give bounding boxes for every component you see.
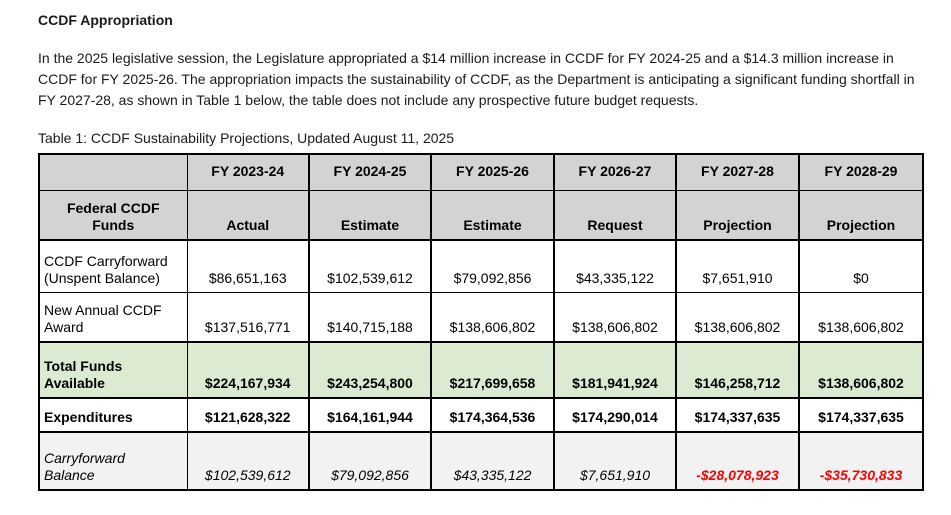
header-request: Request (553, 189, 677, 241)
ccdf-sustainability-table: FY 2023-24 FY 2024-25 FY 2025-26 FY 2026… (38, 153, 924, 491)
value-cell: $138,606,802 (798, 341, 924, 399)
value-cell: $102,539,612 (186, 431, 310, 491)
value-cell: $7,651,910 (675, 239, 800, 293)
row-label: CCDF Carryforward (Unspent Balance) (38, 239, 188, 293)
row-header-federal-ccdf-funds: Federal CCDF Funds (38, 189, 188, 241)
value-cell: $0 (798, 239, 924, 293)
value-cell: $138,606,802 (675, 291, 800, 343)
header-fy-2027-28: FY 2027-28 (675, 153, 800, 191)
header-estimate-2: Estimate (430, 189, 555, 241)
value-cell: $174,290,014 (553, 397, 677, 433)
row-expenditures: Expenditures $121,628,322 $164,161,944 $… (38, 397, 924, 433)
value-cell: $174,364,536 (430, 397, 555, 433)
value-cell: $138,606,802 (430, 291, 555, 343)
value-cell: $138,606,802 (553, 291, 677, 343)
row-label: New Annual CCDF Award (38, 291, 188, 343)
intro-paragraph: In the 2025 legislative session, the Leg… (38, 50, 915, 108)
row-new-annual-ccdf-award: New Annual CCDF Award $137,516,771 $140,… (38, 291, 924, 343)
value-cell: $7,651,910 (553, 431, 677, 491)
value-cell: $102,539,612 (308, 239, 432, 293)
document-page: CCDF Appropriation In the 2025 legislati… (38, 12, 924, 491)
value-cell: $217,699,658 (430, 341, 555, 399)
row-carryforward-balance: Carryforward Balance $102,539,612 $79,09… (38, 431, 924, 491)
value-cell: $224,167,934 (186, 341, 310, 399)
header-row-fiscal-years: FY 2023-24 FY 2024-25 FY 2025-26 FY 2026… (38, 153, 924, 191)
header-fy-2025-26: FY 2025-26 (430, 153, 555, 191)
value-cell: $243,254,800 (308, 341, 432, 399)
negative-value-cell: -$28,078,923 (675, 431, 800, 491)
row-ccdf-carryforward: CCDF Carryforward (Unspent Balance) $86,… (38, 239, 924, 293)
value-cell: $140,715,188 (308, 291, 432, 343)
header-fy-2028-29: FY 2028-29 (798, 153, 924, 191)
header-row-value-types: Federal CCDF Funds Actual Estimate Estim… (38, 189, 924, 241)
header-projection-1: Projection (675, 189, 800, 241)
value-cell: $137,516,771 (186, 291, 310, 343)
row-label: Total Funds Available (38, 341, 188, 399)
value-cell: $43,335,122 (430, 431, 555, 491)
header-projection-2: Projection (798, 189, 924, 241)
value-cell: $79,092,856 (430, 239, 555, 293)
header-fy-2026-27: FY 2026-27 (553, 153, 677, 191)
row-label: Carryforward Balance (38, 431, 188, 491)
header-actual: Actual (186, 189, 310, 241)
negative-value-cell: -$35,730,833 (798, 431, 924, 491)
value-cell: $181,941,924 (553, 341, 677, 399)
header-empty-cell (38, 153, 188, 191)
value-cell: $138,606,802 (798, 291, 924, 343)
value-cell: $79,092,856 (308, 431, 432, 491)
page-title: CCDF Appropriation (38, 12, 173, 28)
value-cell: $121,628,322 (186, 397, 310, 433)
value-cell: $174,337,635 (675, 397, 800, 433)
value-cell: $146,258,712 (675, 341, 800, 399)
row-total-funds-available: Total Funds Available $224,167,934 $243,… (38, 341, 924, 399)
row-label: Expenditures (38, 397, 188, 433)
value-cell: $164,161,944 (308, 397, 432, 433)
value-cell: $43,335,122 (553, 239, 677, 293)
table-caption: Table 1: CCDF Sustainability Projections… (38, 130, 455, 146)
value-cell: $86,651,163 (186, 239, 310, 293)
header-fy-2024-25: FY 2024-25 (308, 153, 432, 191)
value-cell: $174,337,635 (798, 397, 924, 433)
header-fy-2023-24: FY 2023-24 (186, 153, 310, 191)
header-estimate-1: Estimate (308, 189, 432, 241)
